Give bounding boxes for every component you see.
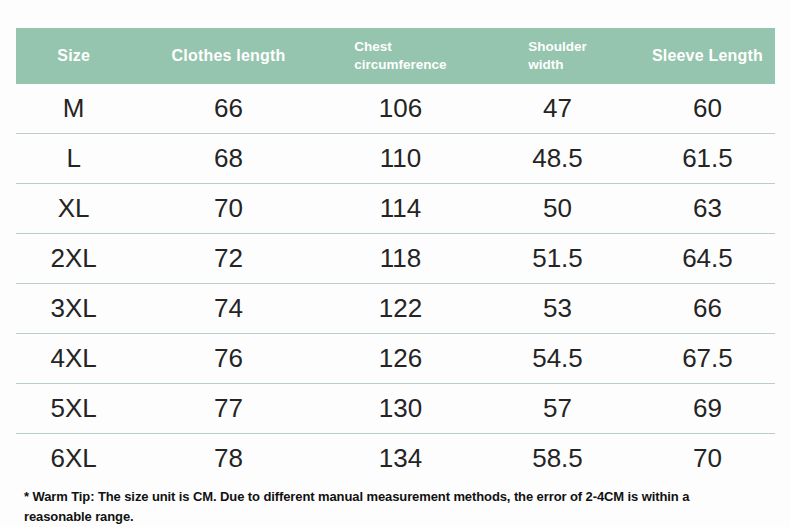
table-row: 2XL7211851.564.5: [16, 234, 775, 284]
col-header-shoulder-width-label: Shoulder width: [528, 38, 587, 73]
clothes-length-cell: 76: [131, 334, 325, 384]
table-row: M661064760: [16, 84, 775, 134]
sleeve-length-cell: 60: [640, 84, 775, 134]
size-cell: 5XL: [16, 384, 131, 434]
size-table: Size Clothes length Chest circumference …: [16, 28, 775, 483]
clothes-length-cell: 72: [131, 234, 325, 284]
col-header-sleeve-length: Sleeve Length: [640, 28, 775, 84]
table-row: L6811048.561.5: [16, 134, 775, 184]
table-row: 5XL771305769: [16, 384, 775, 434]
clothes-length-cell: 77: [131, 384, 325, 434]
col-header-shoulder-width: Shoulder width: [475, 28, 640, 84]
col-header-clothes-length-label: Clothes length: [172, 46, 286, 67]
table-row: XL701145063: [16, 184, 775, 234]
chest-circumference-cell: 130: [326, 384, 476, 434]
shoulder-width-cell: 57: [475, 384, 640, 434]
chest-circumference-cell: 126: [326, 334, 476, 384]
sleeve-length-cell: 66: [640, 284, 775, 334]
size-cell: 2XL: [16, 234, 131, 284]
sleeve-length-cell: 63: [640, 184, 775, 234]
chest-circumference-cell: 114: [326, 184, 476, 234]
shoulder-width-cell: 51.5: [475, 234, 640, 284]
clothes-length-cell: 66: [131, 84, 325, 134]
col-header-size: Size: [16, 28, 131, 84]
size-cell: XL: [16, 184, 131, 234]
clothes-length-cell: 68: [131, 134, 325, 184]
clothes-length-cell: 74: [131, 284, 325, 334]
chest-circumference-cell: 106: [326, 84, 476, 134]
sleeve-length-cell: 67.5: [640, 334, 775, 384]
size-cell: L: [16, 134, 131, 184]
col-header-chest-circumference: Chest circumference: [326, 28, 476, 84]
chest-circumference-cell: 134: [326, 434, 476, 484]
shoulder-width-cell: 48.5: [475, 134, 640, 184]
table-header-row: Size Clothes length Chest circumference …: [16, 28, 775, 84]
shoulder-width-cell: 54.5: [475, 334, 640, 384]
col-header-sleeve-length-label: Sleeve Length: [652, 46, 763, 67]
table-body: M661064760L6811048.561.5XL7011450632XL72…: [16, 84, 775, 483]
sleeve-length-cell: 70: [640, 434, 775, 484]
col-header-size-label: Size: [57, 46, 90, 67]
col-header-clothes-length: Clothes length: [131, 28, 325, 84]
shoulder-width-cell: 53: [475, 284, 640, 334]
chest-circumference-cell: 118: [326, 234, 476, 284]
shoulder-width-cell: 47: [475, 84, 640, 134]
clothes-length-cell: 70: [131, 184, 325, 234]
sleeve-length-cell: 69: [640, 384, 775, 434]
clothes-length-cell: 78: [131, 434, 325, 484]
chest-circumference-cell: 110: [326, 134, 476, 184]
table-row: 6XL7813458.570: [16, 434, 775, 484]
sleeve-length-cell: 61.5: [640, 134, 775, 184]
size-cell: M: [16, 84, 131, 134]
shoulder-width-cell: 50: [475, 184, 640, 234]
size-cell: 6XL: [16, 434, 131, 484]
chest-circumference-cell: 122: [326, 284, 476, 334]
size-cell: 3XL: [16, 284, 131, 334]
table-row: 3XL741225366: [16, 284, 775, 334]
col-header-chest-circumference-label: Chest circumference: [354, 38, 446, 73]
measurement-note: * Warm Tip: The size unit is CM. Due to …: [24, 487, 748, 526]
size-cell: 4XL: [16, 334, 131, 384]
table-row: 4XL7612654.567.5: [16, 334, 775, 384]
sleeve-length-cell: 64.5: [640, 234, 775, 284]
shoulder-width-cell: 58.5: [475, 434, 640, 484]
